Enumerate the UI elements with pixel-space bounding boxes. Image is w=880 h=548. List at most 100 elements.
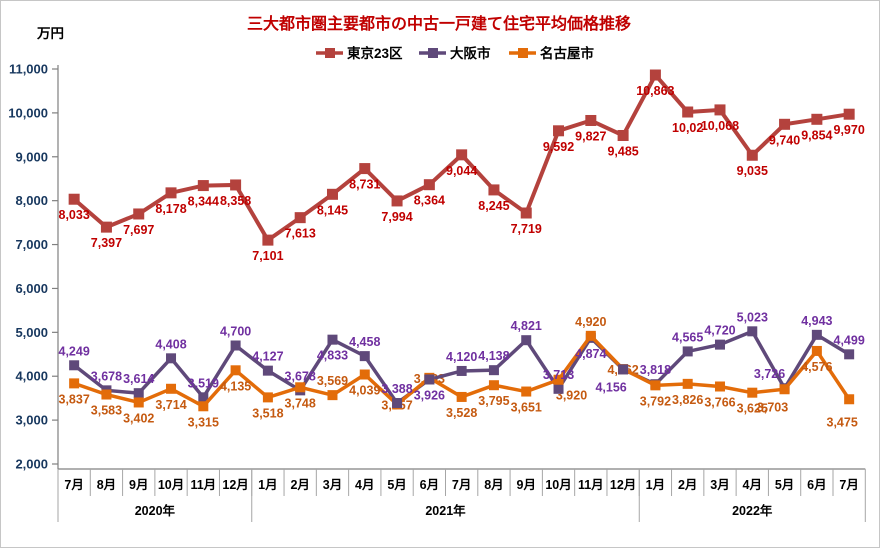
- markers-redrawn: [392, 364, 629, 409]
- data-label: 4,565: [672, 330, 703, 344]
- data-label: 3,402: [123, 411, 154, 425]
- data-point-marker: [262, 392, 273, 403]
- data-point-marker: [811, 113, 823, 125]
- data-label: 10,02: [672, 121, 703, 135]
- data-point-marker: [68, 193, 80, 205]
- legend-marker-square: [518, 48, 528, 58]
- data-label: 3,837: [59, 392, 90, 406]
- data-point-marker: [327, 390, 338, 401]
- data-label: 8,364: [414, 194, 445, 208]
- month-label: 6月: [420, 478, 439, 492]
- data-point-marker: [262, 365, 273, 376]
- data-label: 4,943: [801, 314, 832, 328]
- data-label: 4,408: [155, 337, 186, 351]
- data-point-marker: [101, 389, 112, 400]
- data-label: 5,023: [737, 310, 768, 324]
- data-point-marker: [520, 207, 532, 219]
- data-label: 3,475: [827, 415, 858, 429]
- data-label: 4,700: [220, 325, 251, 339]
- data-label: 4,249: [59, 344, 90, 358]
- data-point-marker: [294, 212, 306, 224]
- data-point-marker: [488, 380, 499, 391]
- data-label: 3,714: [155, 398, 186, 412]
- data-point-marker: [133, 388, 144, 399]
- y-axis-tick-label: 2,000: [15, 457, 48, 472]
- data-point-marker: [682, 106, 694, 118]
- data-label: 9,044: [446, 164, 477, 178]
- data-point-marker: [230, 340, 241, 351]
- y-axis-tick-label: 6,000: [15, 281, 48, 296]
- y-axis-tick-label: 5,000: [15, 325, 48, 340]
- data-label: 3,678: [285, 369, 316, 383]
- y-axis-tick-label: 3,000: [15, 413, 48, 428]
- data-point-marker: [230, 365, 241, 376]
- month-label: 5月: [775, 478, 794, 492]
- month-label: 7月: [839, 478, 858, 492]
- y-axis-tick-label: 7,000: [15, 237, 48, 252]
- chart-title: 三大都市圏主要都市の中古一戸建て住宅平均価格推移: [247, 14, 631, 33]
- data-label: 8,344: [188, 195, 219, 209]
- data-point-marker: [166, 383, 177, 394]
- legend-marker-square: [325, 48, 335, 58]
- data-label: 3,569: [317, 374, 348, 388]
- data-label: 3,583: [91, 404, 122, 418]
- data-label: 3,614: [123, 372, 154, 386]
- data-point-marker: [327, 334, 338, 345]
- data-label: 4,039: [349, 384, 380, 398]
- data-label: 4,720: [704, 324, 735, 338]
- data-label: 3,748: [285, 396, 316, 410]
- data-label: 4,833: [317, 349, 348, 363]
- data-point-marker: [747, 387, 758, 398]
- data-label: 3,792: [640, 394, 671, 408]
- data-point-marker: [585, 330, 596, 341]
- data-label: 3,518: [252, 406, 283, 420]
- data-label: 10,068: [701, 119, 739, 133]
- data-label: 3,920: [556, 389, 587, 403]
- month-label: 5月: [387, 478, 406, 492]
- data-point-marker: [649, 69, 661, 81]
- y-axis-tick-label: 8,000: [15, 193, 48, 208]
- y-axis-tick-label: 10,000: [8, 105, 48, 120]
- data-label: 3,795: [478, 394, 509, 408]
- data-label: 9,592: [543, 140, 574, 154]
- data-point-marker: [359, 369, 370, 380]
- data-label: 3,388: [381, 382, 412, 396]
- month-label: 2月: [290, 478, 309, 492]
- y-axis-tick-label: 4,000: [15, 369, 48, 384]
- data-point-marker: [844, 349, 855, 360]
- data-label: 9,740: [769, 133, 800, 147]
- data-label: 3,766: [704, 395, 735, 409]
- data-point-marker: [553, 383, 564, 394]
- month-label: 4月: [743, 478, 762, 492]
- month-label: 2月: [678, 478, 697, 492]
- data-point-marker: [295, 382, 306, 393]
- legend-item: 大阪市: [419, 45, 491, 61]
- month-label: 8月: [97, 478, 116, 492]
- data-label: 7,994: [381, 210, 412, 224]
- month-label: 9月: [517, 478, 536, 492]
- data-point-marker: [843, 108, 855, 120]
- data-label: 3,826: [672, 393, 703, 407]
- data-point-marker: [521, 386, 532, 397]
- data-label: 3,926: [414, 388, 445, 402]
- data-label: 3,519: [188, 376, 219, 390]
- data-point-marker: [714, 339, 725, 350]
- month-label: 7月: [64, 478, 83, 492]
- data-label: 7,719: [511, 222, 542, 236]
- data-point-marker: [714, 104, 726, 116]
- data-point-marker: [488, 365, 499, 376]
- data-label: 3,713: [543, 368, 574, 382]
- data-label: 3,678: [91, 369, 122, 383]
- data-label: 4,458: [349, 335, 380, 349]
- data-label: 7,613: [285, 227, 316, 241]
- data-label: 9,854: [801, 128, 832, 142]
- data-label: 4,920: [575, 315, 606, 329]
- data-label: 7,697: [123, 223, 154, 237]
- month-label: 11月: [578, 478, 604, 492]
- legend-marker-square: [428, 48, 438, 58]
- legend-item: 東京23区: [316, 45, 403, 61]
- data-label: 3,315: [188, 415, 219, 429]
